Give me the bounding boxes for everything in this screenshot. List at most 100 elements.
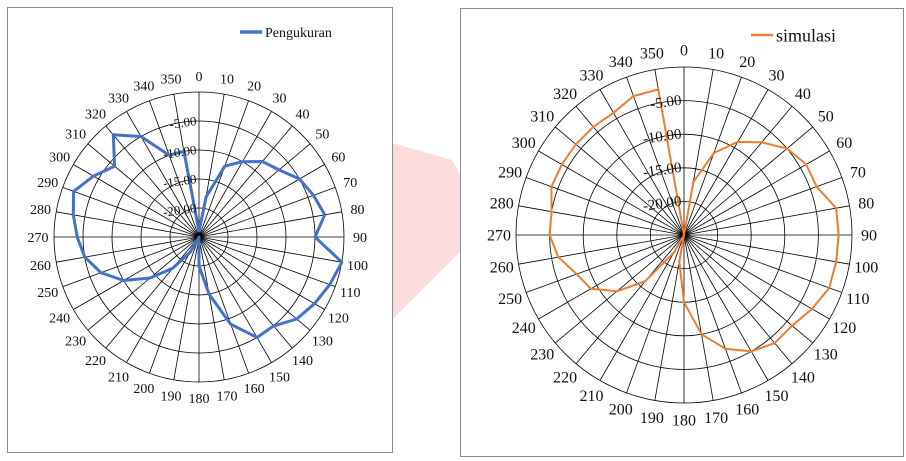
- angle-label: 130: [312, 334, 333, 349]
- grid-spoke: [683, 234, 830, 320]
- angle-label: 350: [161, 72, 182, 87]
- grid-spoke: [105, 125, 200, 238]
- angle-label: 150: [269, 370, 290, 385]
- angle-label: 190: [161, 389, 182, 404]
- data-point: [557, 256, 560, 259]
- grid-spoke: [626, 76, 685, 236]
- data-point: [672, 251, 676, 254]
- angle-label: 170: [216, 389, 237, 404]
- data-point: [139, 135, 143, 138]
- angle-label: 70: [850, 164, 866, 181]
- angle-label: 70: [343, 176, 357, 191]
- data-point: [148, 276, 152, 280]
- data-point: [750, 350, 753, 353]
- grid-spoke: [683, 234, 742, 394]
- grid-spoke: [538, 234, 685, 320]
- data-point: [657, 88, 660, 91]
- angle-label: 110: [340, 286, 360, 301]
- data-point: [277, 168, 281, 172]
- data-point: [207, 292, 211, 296]
- data-point: [589, 287, 593, 290]
- data-point: [700, 333, 703, 336]
- angle-label: 190: [640, 410, 664, 427]
- watermark-svg: [382, 140, 468, 330]
- angle-label: 200: [133, 382, 154, 397]
- grid-spoke: [683, 234, 843, 293]
- data-point: [295, 317, 298, 321]
- radial-label: -15.00: [162, 171, 197, 191]
- grid-spoke: [198, 236, 225, 380]
- data-point: [182, 150, 186, 153]
- chart-panel-simulasi: 0 10 20 30 40 50 60 70 80 90 100 110 120 130 140 150 160…: [460, 8, 904, 457]
- radial-label: -15.00: [642, 160, 683, 181]
- watermark-shape: [382, 140, 477, 330]
- radial-label: -5.00: [649, 93, 682, 113]
- grid-spoke: [73, 236, 200, 310]
- data-point: [197, 230, 201, 233]
- angle-label: 340: [133, 80, 154, 95]
- data-point: [76, 235, 79, 239]
- grid-spoke: [62, 236, 200, 287]
- grid-spoke: [198, 211, 342, 238]
- data-point: [550, 210, 553, 213]
- series-line-simulasi: [548, 88, 840, 353]
- data-point: [615, 290, 619, 293]
- data-point: [575, 272, 578, 276]
- angle-label: 50: [315, 127, 329, 142]
- data-point: [760, 141, 763, 144]
- data-point: [548, 233, 551, 237]
- data-point: [612, 111, 615, 115]
- angle-label: 250: [498, 291, 522, 308]
- grid-spoke: [198, 111, 272, 238]
- angle-label: 90: [353, 231, 367, 246]
- data-point: [171, 266, 175, 270]
- angle-label: 20: [247, 80, 261, 95]
- angle-label: 100: [347, 259, 368, 274]
- grid-spoke: [56, 236, 200, 263]
- data-point: [712, 151, 716, 155]
- data-point: [736, 140, 739, 144]
- data-point: [773, 341, 776, 345]
- angle-label: 290: [37, 176, 58, 191]
- data-point: [560, 163, 563, 166]
- grid-spoke: [575, 234, 685, 364]
- data-point: [83, 255, 87, 259]
- angle-label: 300: [512, 135, 536, 152]
- angle-label: 280: [30, 203, 51, 218]
- angle-label: 120: [832, 320, 856, 337]
- angle-label: 180: [672, 413, 696, 430]
- data-point: [340, 261, 343, 264]
- data-point: [168, 154, 171, 157]
- data-point: [197, 235, 201, 239]
- angle-label: 200: [609, 401, 633, 418]
- data-point: [574, 143, 578, 146]
- angle-label: 120: [328, 311, 349, 326]
- grid-spoke: [555, 234, 685, 344]
- angle-label: 270: [487, 228, 511, 245]
- angle-label: 30: [273, 91, 287, 106]
- angle-label: 110: [846, 291, 869, 308]
- grid-spoke: [198, 236, 311, 331]
- data-point: [328, 283, 331, 286]
- angle-label: 320: [85, 108, 106, 123]
- data-point: [682, 233, 686, 237]
- data-point: [261, 160, 264, 163]
- angle-label: 340: [609, 54, 633, 71]
- data-point: [592, 125, 595, 129]
- data-point: [72, 190, 75, 193]
- angle-label: 310: [530, 109, 554, 126]
- data-point: [313, 302, 316, 305]
- radial-label: -20.00: [642, 194, 683, 215]
- data-point: [241, 160, 244, 163]
- angle-label: 10: [708, 45, 724, 62]
- angle-label: 140: [292, 354, 313, 369]
- angle-label: 330: [580, 67, 604, 84]
- grid-spoke: [198, 236, 293, 349]
- grid-spoke: [198, 125, 293, 238]
- angle-label: 170: [704, 410, 728, 427]
- grid-spoke: [683, 106, 793, 236]
- angle-label: 40: [795, 86, 811, 103]
- angle-label: 130: [814, 347, 838, 364]
- data-point: [835, 207, 838, 210]
- angle-label: 90: [861, 228, 877, 245]
